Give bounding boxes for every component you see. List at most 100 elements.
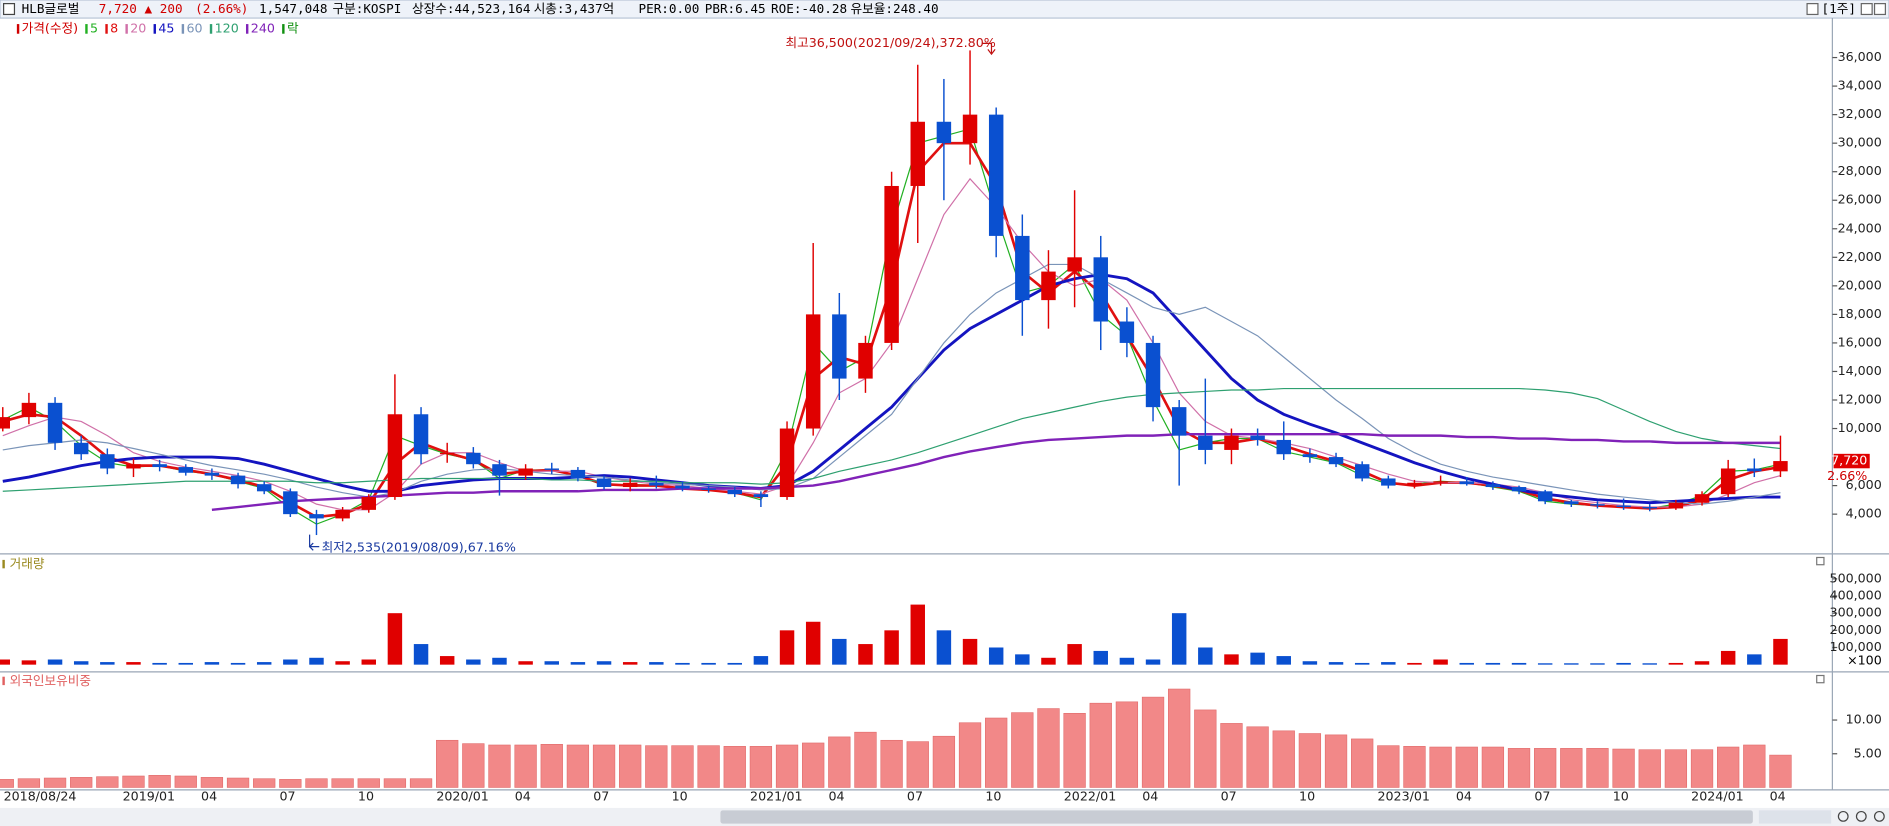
volume-bar [596, 661, 612, 665]
period-button[interactable]: [1주] [1822, 1, 1856, 16]
y-tick-label: 26,000 [1838, 192, 1882, 207]
zoom-button[interactable] [1855, 810, 1867, 822]
legend-marker [245, 24, 249, 34]
candle-body [309, 514, 324, 519]
x-tick-label: 04 [201, 789, 217, 804]
ownership-bar [279, 779, 302, 788]
ownership-bar [488, 744, 511, 788]
candle-body [1590, 504, 1605, 506]
checkbox[interactable] [3, 3, 16, 16]
volume-bar [675, 662, 690, 665]
legend-marker [181, 24, 185, 34]
candle-body [230, 475, 246, 485]
window-button[interactable] [1806, 3, 1819, 16]
volume-bar [100, 662, 115, 665]
x-tick-label: 10 [358, 789, 374, 804]
volume-bar [1747, 654, 1762, 665]
ownership-bar [357, 778, 380, 788]
candle-body [439, 452, 455, 455]
panel-button[interactable] [1816, 556, 1825, 566]
candle-body [544, 468, 559, 470]
candle-body [1381, 478, 1396, 486]
ownership-bar [1717, 746, 1740, 788]
volume-bar [1015, 654, 1030, 665]
ownership-bar [697, 745, 720, 788]
candle-body [1773, 461, 1788, 472]
volume-bar [256, 662, 272, 665]
candle-body [387, 414, 403, 498]
volume-bar [832, 638, 847, 665]
volume-bar [544, 661, 559, 665]
zoom-slider[interactable] [1758, 810, 1832, 824]
volume-bar [884, 630, 899, 665]
volume-bar [204, 662, 220, 665]
candle-body [1354, 464, 1370, 479]
volume-bar [988, 647, 1004, 665]
ownership-bar [566, 744, 590, 788]
candle-body [1433, 481, 1448, 483]
ownership-bar [1011, 712, 1034, 788]
ownership-bar [174, 775, 197, 788]
zoom-button[interactable] [1837, 810, 1849, 822]
ownership-bar [1586, 748, 1609, 788]
candle-body [701, 488, 716, 490]
candle-body [649, 482, 664, 486]
ownership-bar [1507, 748, 1531, 788]
legend-label: 락 [287, 20, 299, 35]
roe: ROE:-40.28 [771, 1, 847, 16]
ownership-bar [1351, 738, 1374, 788]
candle-body [466, 452, 481, 465]
ownership-bar [958, 722, 982, 788]
ownership-bar [1141, 696, 1165, 788]
ownership-bar [305, 778, 328, 788]
candle-body [126, 464, 141, 469]
y-tick-label: 400,000 [1830, 588, 1882, 603]
candle-body [1015, 235, 1030, 301]
volume-bar [1041, 657, 1056, 665]
x-tick-label: 07 [1534, 789, 1550, 804]
legend-marker [209, 24, 213, 34]
market: 구분:KOSPI [333, 1, 402, 16]
candle-body [884, 185, 899, 343]
ownership-bar [96, 776, 119, 788]
x-tick-label: 04 [828, 789, 844, 804]
ownership-bar [409, 778, 433, 788]
ownership-bar [1481, 746, 1505, 788]
x-tick-label: 2024/01 [1691, 789, 1743, 804]
y-tick-label: 4,000 [1846, 506, 1882, 521]
candle-body [779, 428, 795, 498]
volume-bar [518, 661, 533, 665]
x-tick-label: 10 [985, 789, 1001, 804]
y-tick-label: 200,000 [1830, 622, 1882, 637]
ownership-bar [775, 744, 799, 788]
ownership-bar [671, 745, 694, 788]
legend-label: 45 [158, 20, 174, 35]
legend-marker [282, 24, 285, 34]
candle-body [1694, 494, 1710, 503]
panel-button[interactable] [1816, 674, 1825, 684]
zoom-button[interactable] [1873, 810, 1885, 822]
candle-body [1407, 482, 1422, 486]
low-note: 최저2,535(2019/08/09),67.16% [322, 539, 516, 554]
candle-body [47, 402, 63, 443]
ownership-bar [462, 743, 485, 788]
y-tick-label: 28,000 [1838, 163, 1882, 178]
window-button[interactable] [1860, 3, 1873, 16]
volume: 1,547,048 [259, 1, 327, 16]
candle-body [570, 469, 586, 479]
ownership-bar [1743, 744, 1766, 788]
volume-bar [439, 656, 455, 665]
x-tick-label: 2023/01 [1377, 789, 1429, 804]
volume-bar [753, 656, 769, 665]
volume-bar [1459, 662, 1474, 665]
window-button[interactable] [1873, 3, 1886, 16]
volume-bar [910, 604, 925, 665]
ownership-bar [43, 777, 67, 788]
candle-body [727, 489, 742, 495]
scrollbar-thumb[interactable] [720, 810, 1753, 824]
ownership-bar [253, 778, 276, 788]
volume-bar [1694, 661, 1710, 665]
ownership-bar [70, 777, 93, 788]
volume-bar [1537, 663, 1553, 665]
ownership-bar [1194, 709, 1217, 788]
